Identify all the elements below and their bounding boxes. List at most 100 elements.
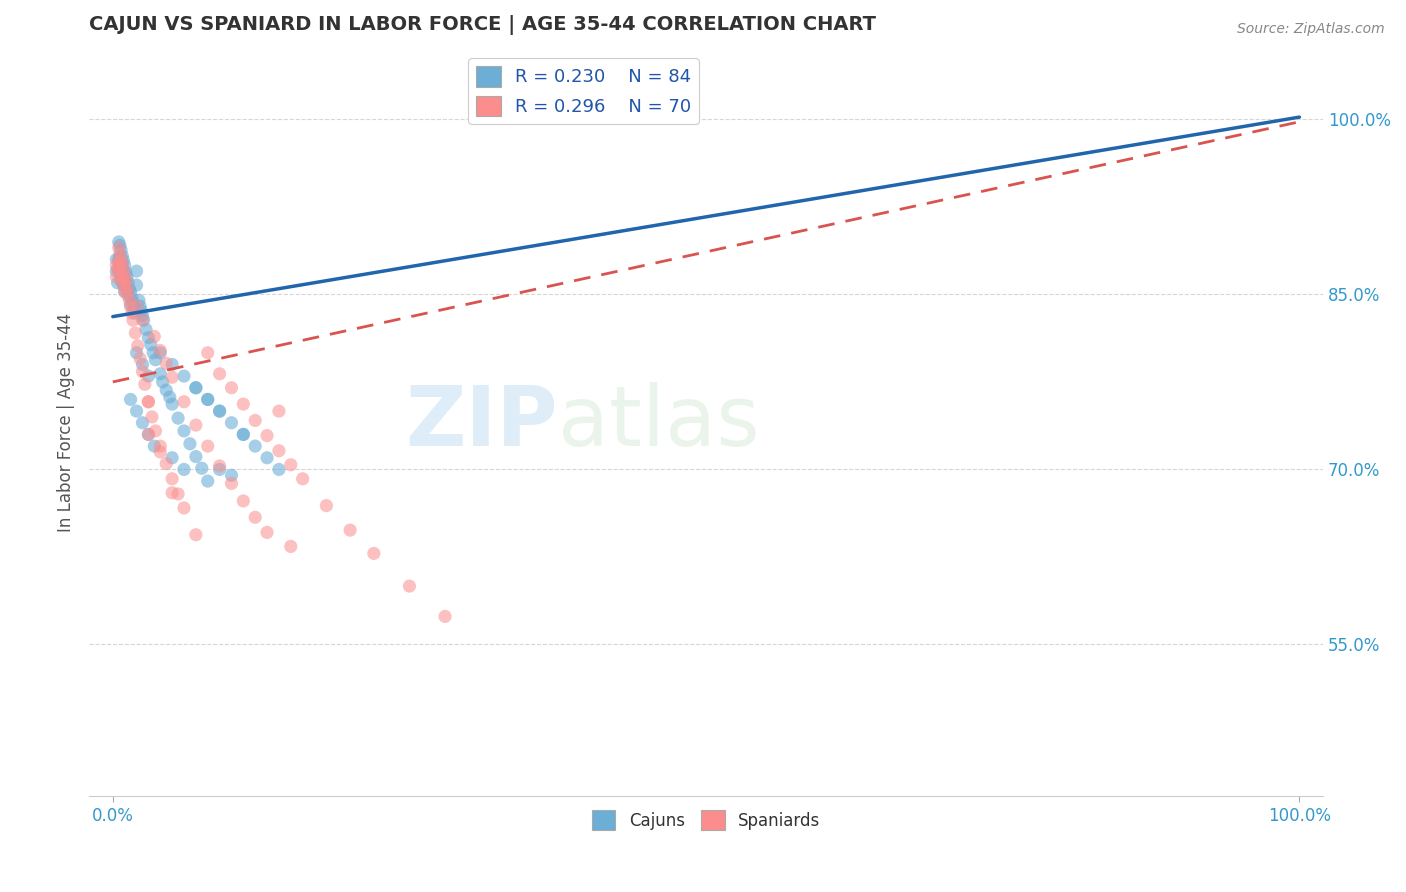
Point xyxy=(110,252,132,267)
Point xyxy=(112,263,135,277)
Point xyxy=(197,474,219,488)
Point xyxy=(135,322,157,336)
Point xyxy=(122,295,145,310)
Point xyxy=(167,411,190,425)
Point xyxy=(280,540,302,554)
Point xyxy=(245,510,267,524)
Point xyxy=(108,250,131,264)
Y-axis label: In Labor Force | Age 35-44: In Labor Force | Age 35-44 xyxy=(58,313,75,533)
Point xyxy=(155,457,177,471)
Point xyxy=(121,306,143,320)
Point xyxy=(256,525,278,540)
Point xyxy=(152,375,174,389)
Point xyxy=(111,273,134,287)
Point xyxy=(173,369,195,384)
Point xyxy=(267,404,290,418)
Point xyxy=(159,390,181,404)
Point xyxy=(125,345,148,359)
Point xyxy=(184,418,207,433)
Point xyxy=(280,458,302,472)
Point xyxy=(221,468,243,483)
Point xyxy=(191,461,214,475)
Point xyxy=(149,367,172,381)
Point xyxy=(117,288,139,302)
Point xyxy=(267,462,290,476)
Point xyxy=(138,330,160,344)
Point xyxy=(114,268,136,283)
Point xyxy=(118,293,141,308)
Point xyxy=(167,487,190,501)
Point xyxy=(145,352,167,367)
Point xyxy=(245,413,267,427)
Point xyxy=(125,299,148,313)
Point xyxy=(179,436,201,450)
Point xyxy=(112,253,135,268)
Point xyxy=(131,358,153,372)
Point xyxy=(197,392,219,407)
Point xyxy=(184,528,207,542)
Point xyxy=(160,472,183,486)
Point xyxy=(184,450,207,464)
Point xyxy=(208,367,231,381)
Point xyxy=(197,439,219,453)
Point xyxy=(117,276,139,290)
Point xyxy=(208,462,231,476)
Point xyxy=(108,261,131,276)
Point xyxy=(107,264,129,278)
Point xyxy=(138,394,160,409)
Point xyxy=(112,278,135,293)
Point xyxy=(184,381,207,395)
Point xyxy=(245,439,267,453)
Point xyxy=(125,404,148,418)
Point xyxy=(118,282,141,296)
Point xyxy=(160,450,183,465)
Point xyxy=(134,377,156,392)
Point xyxy=(105,269,128,284)
Point xyxy=(173,500,195,515)
Point xyxy=(160,485,183,500)
Point xyxy=(114,284,136,298)
Point xyxy=(173,462,195,476)
Point xyxy=(197,345,219,359)
Point xyxy=(138,394,160,409)
Point xyxy=(115,269,138,284)
Point xyxy=(120,298,142,312)
Point xyxy=(232,494,254,508)
Point xyxy=(112,265,135,279)
Point xyxy=(115,273,138,287)
Point xyxy=(111,260,134,275)
Point xyxy=(124,326,146,340)
Point xyxy=(131,313,153,327)
Point xyxy=(256,450,278,465)
Point xyxy=(120,285,142,299)
Point xyxy=(149,345,172,359)
Point xyxy=(110,243,132,257)
Point xyxy=(107,252,129,267)
Point xyxy=(127,339,149,353)
Point xyxy=(315,499,337,513)
Point xyxy=(208,404,231,418)
Point xyxy=(131,309,153,323)
Point xyxy=(142,345,165,359)
Point xyxy=(105,258,128,272)
Point xyxy=(107,235,129,249)
Point xyxy=(108,261,131,276)
Point xyxy=(221,416,243,430)
Point xyxy=(110,269,132,284)
Point xyxy=(114,258,136,272)
Point xyxy=(160,370,183,384)
Point xyxy=(145,424,167,438)
Point xyxy=(131,416,153,430)
Point xyxy=(110,254,132,268)
Point xyxy=(117,286,139,301)
Text: CAJUN VS SPANIARD IN LABOR FORCE | AGE 35-44 CORRELATION CHART: CAJUN VS SPANIARD IN LABOR FORCE | AGE 3… xyxy=(89,15,876,35)
Point xyxy=(208,458,231,473)
Point xyxy=(112,278,135,293)
Point xyxy=(232,397,254,411)
Point xyxy=(160,358,183,372)
Point xyxy=(398,579,420,593)
Point xyxy=(110,273,132,287)
Point xyxy=(232,427,254,442)
Point xyxy=(208,404,231,418)
Point xyxy=(221,381,243,395)
